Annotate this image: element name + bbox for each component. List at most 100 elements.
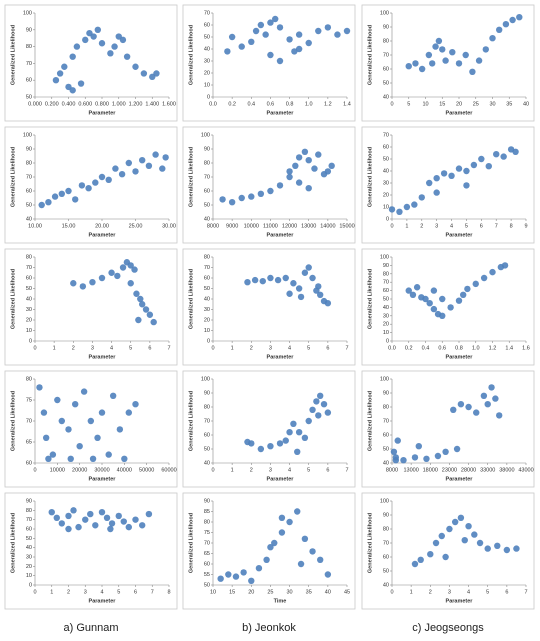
point [72,401,79,408]
column-caption: a) Gunnam [63,622,118,634]
point [125,409,132,416]
y-tick-label: 10 [204,328,210,334]
point [297,560,305,568]
x-tick-label: 0 [33,345,36,351]
point [259,277,266,285]
x-tick-label: 1 [231,467,234,473]
point [295,285,303,292]
x-tick-label: 30000 [94,467,109,473]
y-tick-label: 60 [204,561,210,567]
point [89,455,97,462]
x-tick-label: 15 [229,589,235,595]
y-axis-label: Generalized Likelihood [10,269,16,329]
y-tick-label: 30 [383,313,389,319]
x-tick-label: 0 [211,467,214,473]
y-tick-label: 50 [383,296,389,302]
point [412,60,419,67]
point [305,417,312,425]
x-tick-label: 9000 [226,223,238,229]
y-tick-label: 60 [26,188,32,194]
x-tick-label: 1 [50,589,53,595]
x-axis-label: Parameter [446,232,474,238]
chart-panel: 0 10 20 30 40 50 60 70 80 90 0 1 2 3 4 5 6 7 8 Parameter Gen… [4,492,178,610]
x-tick-label: 3 [84,589,87,595]
x-tick-label: 7 [345,467,348,473]
y-tick-label: 20 [204,70,210,76]
point [282,274,289,282]
point [105,451,112,458]
point [313,398,320,405]
y-axis-label: Generalized Likelihood [367,513,373,573]
point [451,518,459,526]
y-axis-label: Generalized Likelihood [188,147,194,207]
point [274,276,282,284]
point [238,43,245,50]
y-tick-label: 10 [26,573,32,579]
point [405,287,412,294]
point [390,448,398,455]
x-tick-label: 0.400 [62,101,76,107]
x-tick-label: 2 [429,589,432,595]
y-tick-label: 70 [204,265,210,271]
point [267,51,274,59]
point [509,16,516,24]
x-tick-label: 40 [523,101,529,107]
point [36,384,43,391]
x-tick-label: 4 [288,467,291,473]
point [305,264,312,271]
point [51,193,59,200]
y-tick-label: 60 [383,144,389,150]
x-tick-label: 5 [465,223,468,229]
panel-frame [182,126,356,244]
point [42,434,50,441]
point [432,539,440,547]
x-tick-label: 2 [250,345,253,351]
point [489,35,496,42]
x-tick-label: 1.4 [343,101,351,107]
point [125,159,132,167]
point [65,187,72,195]
point [219,196,226,203]
y-tick-label: 60 [204,275,210,281]
panel-frame [4,370,178,488]
x-tick-label: 0 [390,101,393,107]
y-axis-label: Generalized Likelihood [367,147,373,207]
point [305,185,312,192]
x-tick-label: 15 [439,101,445,107]
point [461,537,468,544]
point [140,70,148,77]
x-tick-label: 3 [448,589,451,595]
point [82,516,89,523]
point [455,60,463,67]
point [244,279,251,286]
x-tick-label: 5 [117,589,120,595]
point [150,318,157,326]
x-tick-label: 43000 [518,467,533,473]
point [463,167,470,175]
x-tick-label: 3 [91,345,94,351]
y-tick-label: 75 [204,530,210,536]
point [137,295,144,303]
y-tick-label: 70 [383,540,389,546]
point [469,68,476,76]
point [65,525,72,533]
point [513,545,520,552]
point [425,51,433,59]
point [251,276,259,284]
x-tick-label: 0 [390,589,393,595]
x-tick-label: 30.00 [162,223,176,229]
point [503,546,511,554]
panel-frame [4,4,178,122]
x-axis-label: Parameter [267,476,295,482]
point [465,523,472,530]
point [324,24,332,31]
y-tick-label: 70 [26,265,32,271]
y-tick-label: 50 [26,94,32,100]
y-tick-label: 80 [26,44,32,50]
point [405,62,412,70]
point [447,304,454,311]
y-tick-label: 80 [204,254,210,260]
column-caption: b) Jeonkok [242,622,296,634]
y-tick-label: 10 [383,330,389,336]
